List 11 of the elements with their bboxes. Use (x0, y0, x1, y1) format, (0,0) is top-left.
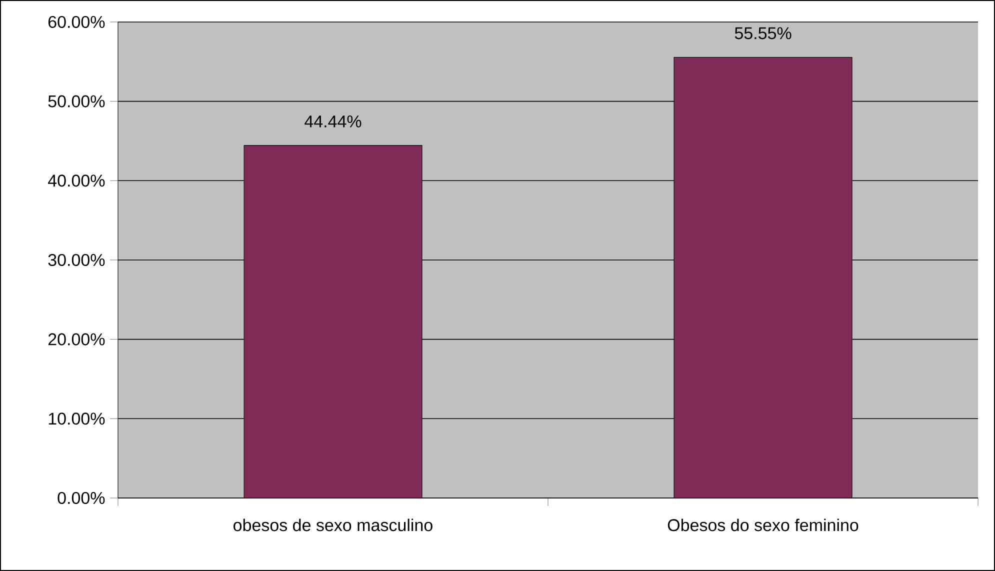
y-tick-label: 20.00% (48, 333, 105, 346)
x-tick-label: Obesos do sexo feminino (668, 518, 858, 532)
y-tick-label: 40.00% (48, 174, 105, 187)
data-label: 55.55% (734, 27, 792, 40)
data-label: 44.44% (304, 116, 362, 128)
y-tick-label: 30.00% (48, 254, 105, 266)
y-tick-label: 60.00% (48, 16, 105, 28)
x-tick-label: obesos de sexo masculino (234, 518, 432, 532)
y-tick-label: 10.00% (48, 412, 105, 425)
y-tick-label: 0.00% (58, 492, 105, 504)
y-tick-label: 50.00% (48, 95, 105, 108)
